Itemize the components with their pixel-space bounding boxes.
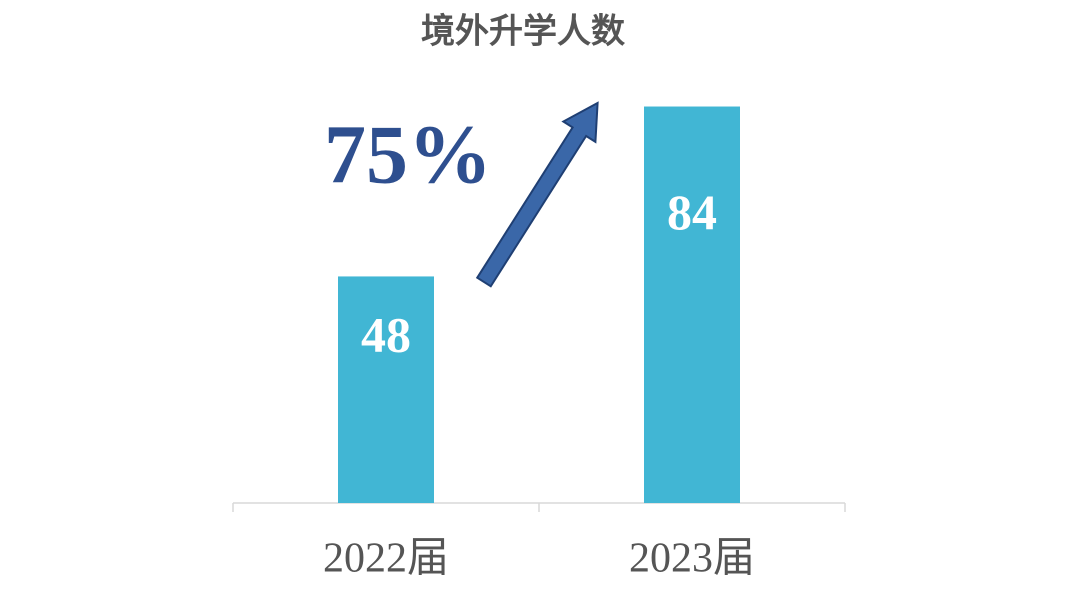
bar xyxy=(338,276,434,503)
value-label: 84 xyxy=(667,184,717,240)
value-label: 48 xyxy=(361,306,411,362)
x-tick-label: 2023届 xyxy=(629,536,755,582)
growth-annotation: 75% xyxy=(324,108,492,201)
axis xyxy=(232,502,846,512)
growth-arrow xyxy=(475,101,599,288)
bar xyxy=(644,106,740,504)
chart-title: 境外升学人数 xyxy=(421,12,625,52)
x-tick-label: 2022届 xyxy=(323,536,449,582)
